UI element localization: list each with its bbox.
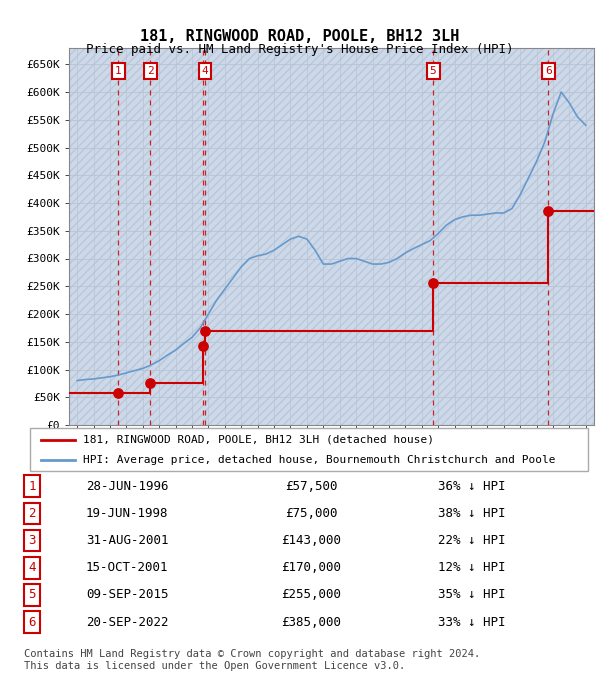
Text: 4: 4 (202, 66, 208, 76)
Text: 1: 1 (115, 66, 121, 76)
Text: 5: 5 (430, 66, 436, 76)
Text: £385,000: £385,000 (281, 615, 341, 629)
Point (198, 340, 208, 351)
Text: 4: 4 (28, 561, 36, 575)
Text: 12% ↓ HPI: 12% ↓ HPI (438, 561, 506, 575)
Text: 28-JUN-1996: 28-JUN-1996 (86, 479, 169, 493)
Text: £75,000: £75,000 (285, 507, 338, 520)
Text: 38% ↓ HPI: 38% ↓ HPI (438, 507, 506, 520)
Text: 5: 5 (28, 588, 36, 602)
Text: 31-AUG-2001: 31-AUG-2001 (86, 534, 169, 547)
Text: 6: 6 (28, 615, 36, 629)
Text: 1: 1 (28, 479, 36, 493)
Text: 20-SEP-2022: 20-SEP-2022 (86, 615, 169, 629)
Text: £255,000: £255,000 (281, 588, 341, 602)
Text: 2: 2 (147, 66, 154, 76)
Text: 6: 6 (545, 66, 552, 76)
Text: Contains HM Land Registry data © Crown copyright and database right 2024.
This d: Contains HM Land Registry data © Crown c… (24, 649, 480, 671)
Point (146, 378, 155, 389)
Text: Price paid vs. HM Land Registry's House Price Index (HPI): Price paid vs. HM Land Registry's House … (86, 43, 514, 56)
Text: 36% ↓ HPI: 36% ↓ HPI (438, 479, 506, 493)
Text: 33% ↓ HPI: 33% ↓ HPI (438, 615, 506, 629)
Text: 15-OCT-2001: 15-OCT-2001 (86, 561, 169, 575)
Text: 3: 3 (28, 534, 36, 547)
Text: 181, RINGWOOD ROAD, POOLE, BH12 3LH (detached house): 181, RINGWOOD ROAD, POOLE, BH12 3LH (det… (83, 435, 434, 445)
FancyBboxPatch shape (30, 428, 588, 471)
Point (544, 206, 553, 217)
Text: 181, RINGWOOD ROAD, POOLE, BH12 3LH: 181, RINGWOOD ROAD, POOLE, BH12 3LH (140, 29, 460, 44)
Point (428, 278, 438, 289)
Text: 19-JUN-1998: 19-JUN-1998 (86, 507, 169, 520)
Text: HPI: Average price, detached house, Bournemouth Christchurch and Poole: HPI: Average price, detached house, Bour… (83, 455, 556, 465)
Text: £170,000: £170,000 (281, 561, 341, 575)
Text: 22% ↓ HPI: 22% ↓ HPI (438, 534, 506, 547)
Point (113, 388, 123, 398)
Text: 09-SEP-2015: 09-SEP-2015 (86, 588, 169, 602)
Text: £57,500: £57,500 (285, 479, 338, 493)
Text: £143,000: £143,000 (281, 534, 341, 547)
Text: 2: 2 (28, 507, 36, 520)
Text: 35% ↓ HPI: 35% ↓ HPI (438, 588, 506, 602)
Point (200, 325, 210, 336)
